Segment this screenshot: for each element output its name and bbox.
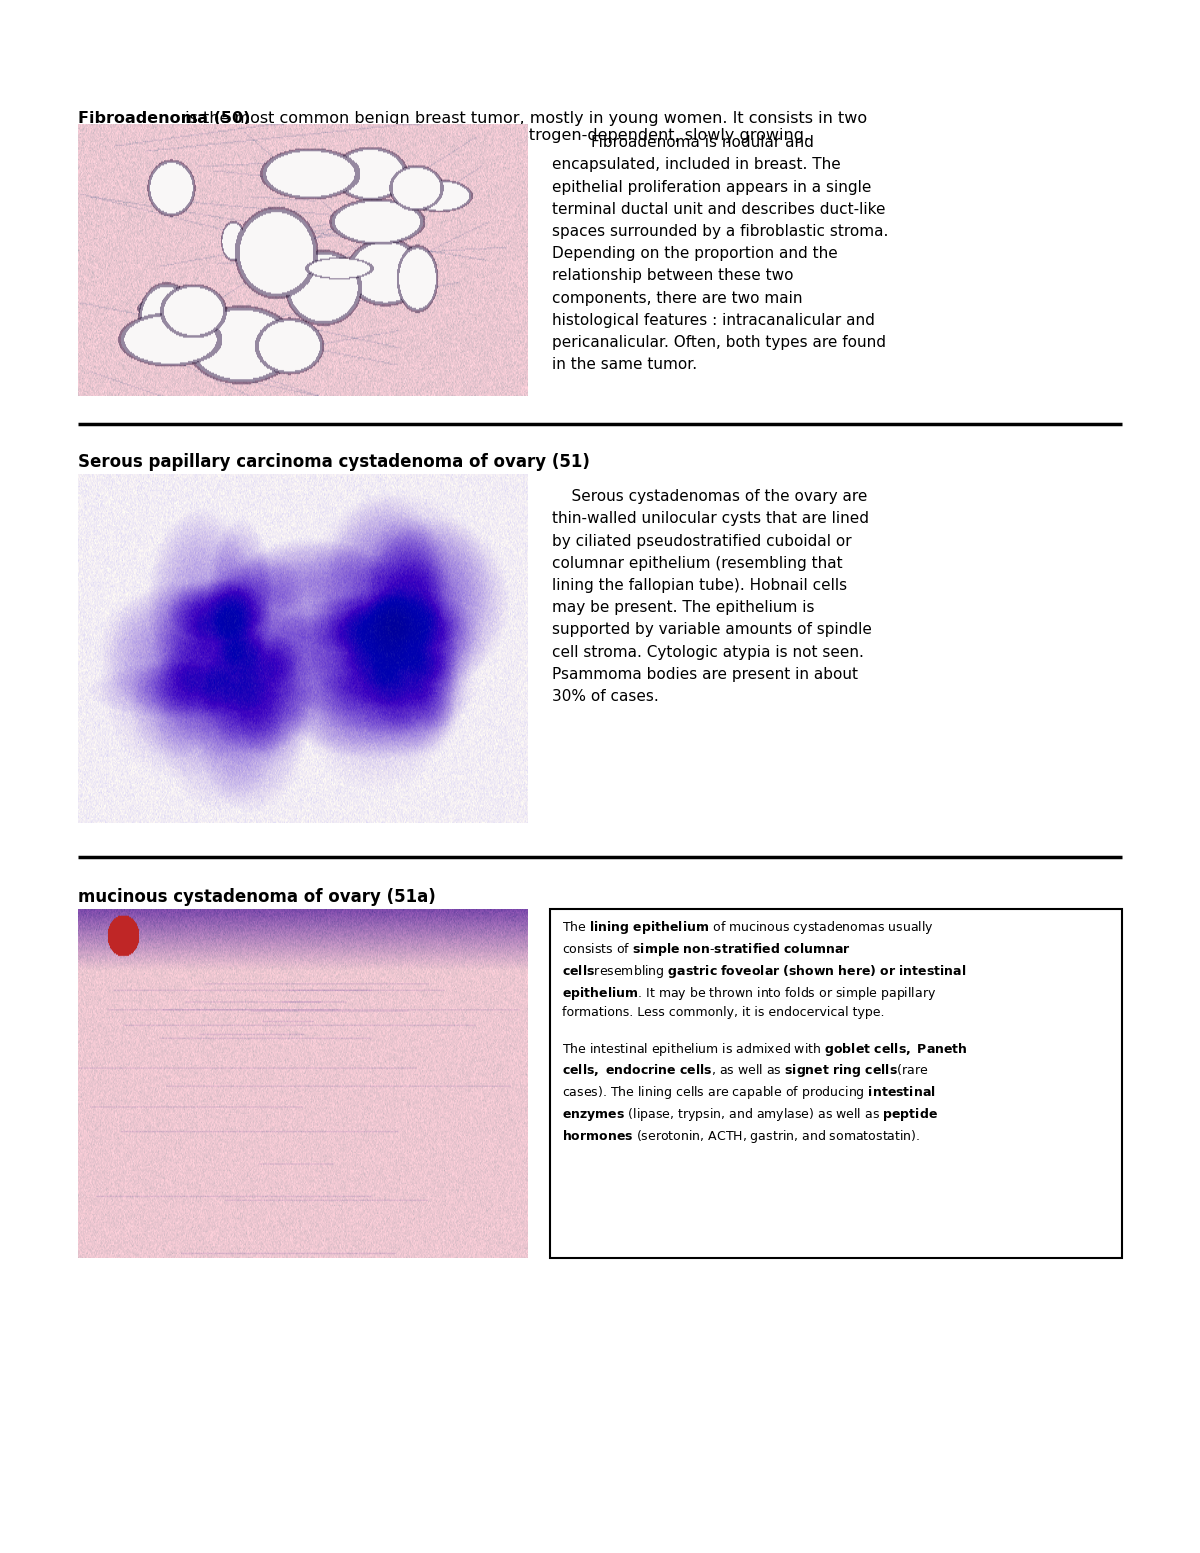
- Text: Fibroadenoma (50): Fibroadenoma (50): [78, 112, 251, 126]
- Text: Serous papillary carcinoma cystadenoma of ovary (51): Serous papillary carcinoma cystadenoma o…: [78, 453, 590, 472]
- Text: mucinous cystadenoma of ovary (51a): mucinous cystadenoma of ovary (51a): [78, 888, 436, 907]
- Text: The $\mathbf{lining\ epithelium}$ of mucinous cystadenomas usually
consists of $: The $\mathbf{lining\ epithelium}$ of muc…: [562, 919, 967, 1145]
- Text: Tumor stroma: Tumor stroma: [346, 609, 433, 629]
- Bar: [550, 909, 1122, 1258]
- Text: is the most common benign breast tumor, mostly in young women. It consists in tw: is the most common benign breast tumor, …: [180, 112, 866, 143]
- Text: Fibroadenoma is nodular and
encapsulated, included in breast. The
epithelial pro: Fibroadenoma is nodular and encapsulated…: [552, 135, 888, 373]
- Text: Glandular structures
& Ducts  which  are not
compressed: Glandular structures & Ducts which are n…: [210, 334, 325, 390]
- Text: Loose connective tisue
around the ducts: Loose connective tisue around the ducts: [114, 272, 233, 297]
- Text: Serous cystadenomas of the ovary are
thin-walled unilocular cysts that are lined: Serous cystadenomas of the ovary are thi…: [552, 489, 872, 704]
- Bar: [90, 598, 228, 730]
- Text: Tumor cells: Tumor cells: [126, 756, 185, 769]
